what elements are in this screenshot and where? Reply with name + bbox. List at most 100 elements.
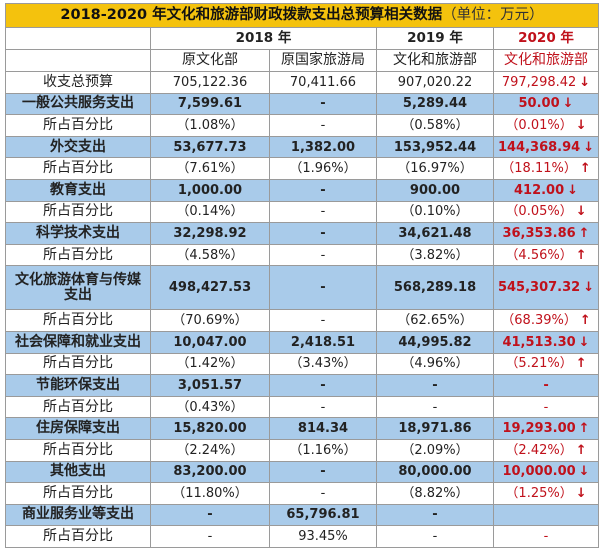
title-row: 2018-2020 年文化和旅游部财政拨款支出总预算相关数据（单位：万元）: [4, 3, 600, 28]
value-cell: （0.14%）: [150, 200, 270, 224]
table-row: 一般公共服务支出 7,599.61 - 5,289.44 50.00 ↓: [5, 92, 600, 116]
value-cell: 3,051.57: [150, 374, 270, 397]
dept-header: 文化和旅游部: [492, 49, 600, 72]
table-row: 所占百分比 （7.61%） （1.96%） （16.97%） （18.11%） ↑: [5, 157, 600, 180]
table-row: 所占百分比 （4.58%） - （3.82%） （4.56%） ↑: [5, 243, 600, 267]
value-text: 900.00: [409, 182, 461, 198]
row-label: 所占百分比: [5, 114, 151, 137]
value-cell: 10,047.00: [150, 330, 270, 354]
value-cell: 65,796.81: [269, 503, 377, 527]
value-cell: 70,411.66: [269, 71, 377, 94]
value-cell: （5.21%） ↑: [492, 352, 600, 376]
value-cell: 80,000.00: [376, 460, 494, 484]
value-text: 797,298.42: [501, 74, 577, 90]
value-cell: 153,952.44: [376, 135, 494, 159]
value-text: 18,971.86: [398, 421, 472, 437]
value-cell: -: [376, 525, 494, 548]
value-cell: 36,353.86 ↑: [492, 222, 600, 245]
value-text: （7.61%）: [176, 161, 244, 177]
value-cell: 53,677.73: [150, 135, 270, 159]
row-label: 外交支出: [5, 135, 151, 159]
value-text: 32,298.92: [173, 225, 247, 241]
row-label: 节能环保支出: [5, 374, 151, 397]
value-text: -: [432, 377, 438, 393]
value-text: 814.34: [297, 421, 349, 437]
value-text: （4.56%）: [505, 247, 573, 263]
value-cell: 907,020.22: [376, 71, 494, 94]
value-cell: （2.09%）: [376, 438, 494, 462]
value-cell: （0.10%）: [376, 200, 494, 224]
value-cell: （0.01%） ↓: [492, 114, 600, 137]
value-cell: （11.80%）: [150, 482, 270, 505]
value-text: -: [432, 529, 438, 545]
value-text: -: [432, 399, 438, 415]
value-text: （0.05%）: [505, 204, 573, 220]
arrow-down-icon: ↓: [578, 334, 590, 350]
row-label: 一般公共服务支出: [5, 92, 151, 116]
value-text: （0.14%）: [176, 204, 244, 220]
value-text: -: [320, 204, 326, 220]
row-label: 所占百分比: [5, 352, 151, 376]
row-label: 所占百分比: [5, 525, 151, 548]
value-cell: 2,418.51: [269, 330, 377, 354]
value-text: （4.58%）: [176, 247, 244, 263]
value-cell: 900.00: [376, 178, 494, 202]
value-cell: -: [269, 92, 377, 116]
value-text: （0.58%）: [401, 117, 469, 133]
value-cell: （4.56%） ↑: [492, 243, 600, 267]
value-text: （0.10%）: [401, 204, 469, 220]
arrow-down-icon: ↓: [567, 182, 579, 198]
value-cell: 10,000.00 ↓: [492, 460, 600, 484]
value-cell: 50.00 ↓: [492, 92, 600, 116]
value-cell: -: [269, 243, 377, 267]
value-cell: -: [269, 114, 377, 137]
value-text: （1.25%）: [505, 485, 573, 501]
value-cell: （1.16%）: [269, 438, 377, 462]
table-row: 社会保障和就业支出 10,047.00 2,418.51 44,995.82 41,51…: [5, 330, 600, 354]
table-row: 科学技术支出 32,298.92 - 34,621.48 36,353.86 ↑: [5, 222, 600, 245]
value-text: 568,289.18: [393, 280, 477, 296]
arrow-up-icon: ↑: [578, 421, 590, 437]
value-text: 2,418.51: [290, 334, 356, 350]
value-cell: 412.00 ↓: [492, 178, 600, 202]
value-text: -: [320, 247, 326, 263]
unit-text: （单位：万元）: [442, 7, 544, 23]
value-text: 545,307.32: [497, 280, 581, 296]
row-label: 文化旅游体育与传媒支出: [5, 265, 151, 311]
value-cell: 705,122.36: [150, 71, 270, 94]
value-cell: 18,971.86: [376, 417, 494, 440]
value-cell: （70.69%）: [150, 309, 270, 332]
arrow-down-icon: ↓: [575, 117, 587, 133]
value-cell: 7,599.61: [150, 92, 270, 116]
value-text: -: [320, 117, 326, 133]
table-row: 所占百分比 （0.43%） - - -: [5, 395, 600, 419]
value-text: 3,051.57: [177, 377, 243, 393]
value-text: 80,000.00: [398, 464, 472, 480]
arrow-up-icon: ↑: [575, 247, 587, 263]
value-cell: -: [376, 395, 494, 419]
row-label: 其他支出: [5, 460, 151, 484]
table-row: 所占百分比 （1.08%） - （0.58%） （0.01%） ↓: [5, 114, 600, 137]
value-cell: （3.82%）: [376, 243, 494, 267]
value-text: -: [320, 399, 326, 415]
year-header-row: 2018 年 2019 年 2020 年: [5, 27, 600, 50]
budget-table: 2018-2020 年文化和旅游部财政拨款支出总预算相关数据（单位：万元） 20…: [4, 3, 600, 548]
value-cell: -: [150, 503, 270, 527]
table-row: 教育支出 1,000.00 - 900.00 412.00 ↓: [5, 178, 600, 202]
value-cell: -: [492, 395, 600, 419]
year-2019: 2019 年: [376, 27, 494, 50]
value-cell: 93.45%: [269, 525, 377, 548]
value-text: （16.97%）: [397, 161, 473, 177]
table-row: 所占百分比 （1.42%） （3.43%） （4.96%） （5.21%） ↑: [5, 352, 600, 376]
value-text: （1.08%）: [176, 117, 244, 133]
value-cell: （1.42%）: [150, 352, 270, 376]
value-text: 153,952.44: [393, 139, 477, 155]
empty-header-cell: [5, 49, 151, 72]
value-text: （8.82%）: [401, 485, 469, 501]
value-text: -: [320, 280, 326, 296]
value-text: 1,382.00: [290, 139, 356, 155]
value-text: 498,427.53: [168, 280, 252, 296]
arrow-down-icon: ↓: [579, 74, 591, 90]
value-text: 412.00: [513, 182, 565, 198]
value-cell: （1.08%）: [150, 114, 270, 137]
